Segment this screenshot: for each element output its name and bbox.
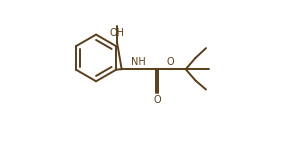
Text: O: O: [166, 57, 174, 67]
Text: O: O: [153, 95, 161, 105]
Text: OH: OH: [110, 28, 125, 38]
Text: NH: NH: [131, 57, 146, 67]
